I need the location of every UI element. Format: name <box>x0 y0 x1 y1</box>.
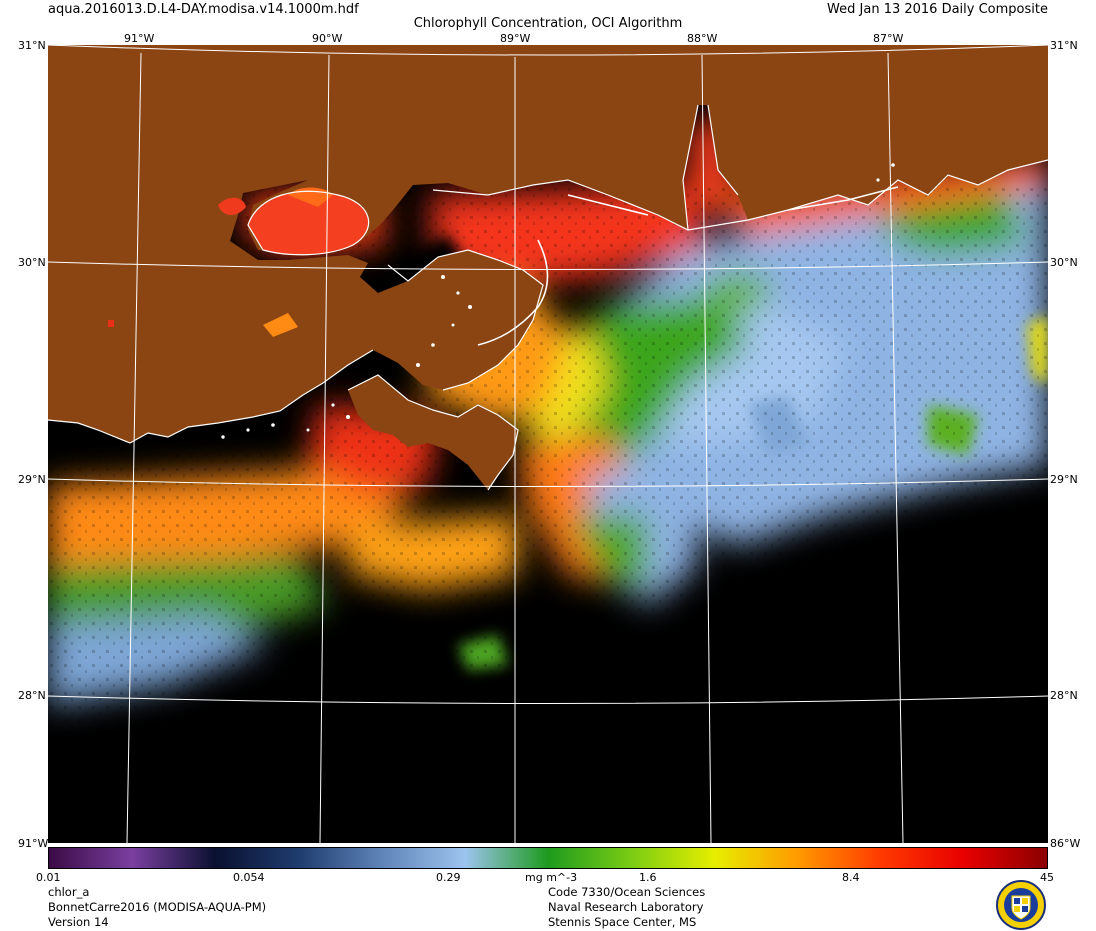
file-name: aqua.2016013.D.L4-DAY.modisa.v14.1000m.h… <box>48 2 359 17</box>
lon-label-88w: 88°W <box>687 32 718 45</box>
footer-lab: Naval Research Laboratory <box>548 900 704 914</box>
graticule <box>48 45 1048 843</box>
nrl-seal-icon <box>996 880 1046 930</box>
colorbar-tick-4: 8.4 <box>842 871 860 884</box>
lon-label-89w: 89°W <box>500 32 531 45</box>
lat-label-31n-left: 31°N <box>18 39 46 52</box>
colorbar-tick-5: 45 <box>1040 871 1054 884</box>
colorbar <box>48 847 1048 869</box>
map-title: Chlorophyll Concentration, OCI Algorithm <box>413 16 683 31</box>
footer-project: BonnetCarre2016 (MODISA-AQUA-PM) <box>48 900 267 914</box>
colorbar-tick-0: 0.01 <box>36 871 61 884</box>
coastline <box>48 104 1048 491</box>
footer-version: Version 14 <box>48 915 109 929</box>
colorbar-tick-3: 1.6 <box>639 871 657 884</box>
lon-label-91w: 91°W <box>124 32 155 45</box>
corner-label-bottom-right: 86°W <box>1050 837 1081 850</box>
lat-label-28n-left: 28°N <box>18 689 46 702</box>
map-canvas <box>48 45 1048 843</box>
corner-label-bottom-left: 91°W <box>18 837 49 850</box>
land-mass <box>48 45 1048 490</box>
colorbar-units: mg m^-3 <box>525 871 578 884</box>
composite-date: Wed Jan 13 2016 Daily Composite <box>827 2 1048 17</box>
lat-label-29n-right: 29°N <box>1050 473 1078 486</box>
colorbar-tick-2: 0.29 <box>436 871 461 884</box>
chlorophyll-map[interactable] <box>48 45 1048 843</box>
footer-code: Code 7330/Ocean Sciences <box>548 885 706 899</box>
lat-label-30n-left: 30°N <box>18 256 46 269</box>
lat-label-29n-left: 29°N <box>18 473 46 486</box>
lon-label-87w: 87°W <box>873 32 904 45</box>
footer-location: Stennis Space Center, MS <box>548 915 697 929</box>
lon-label-90w: 90°W <box>312 32 343 45</box>
colorbar-tick-1: 0.054 <box>233 871 265 884</box>
footer-product: chlor_a <box>48 885 90 899</box>
lat-label-28n-right: 28°N <box>1050 689 1078 702</box>
lat-label-31n-right: 31°N <box>1050 39 1078 52</box>
lat-label-30n-right: 30°N <box>1050 256 1078 269</box>
